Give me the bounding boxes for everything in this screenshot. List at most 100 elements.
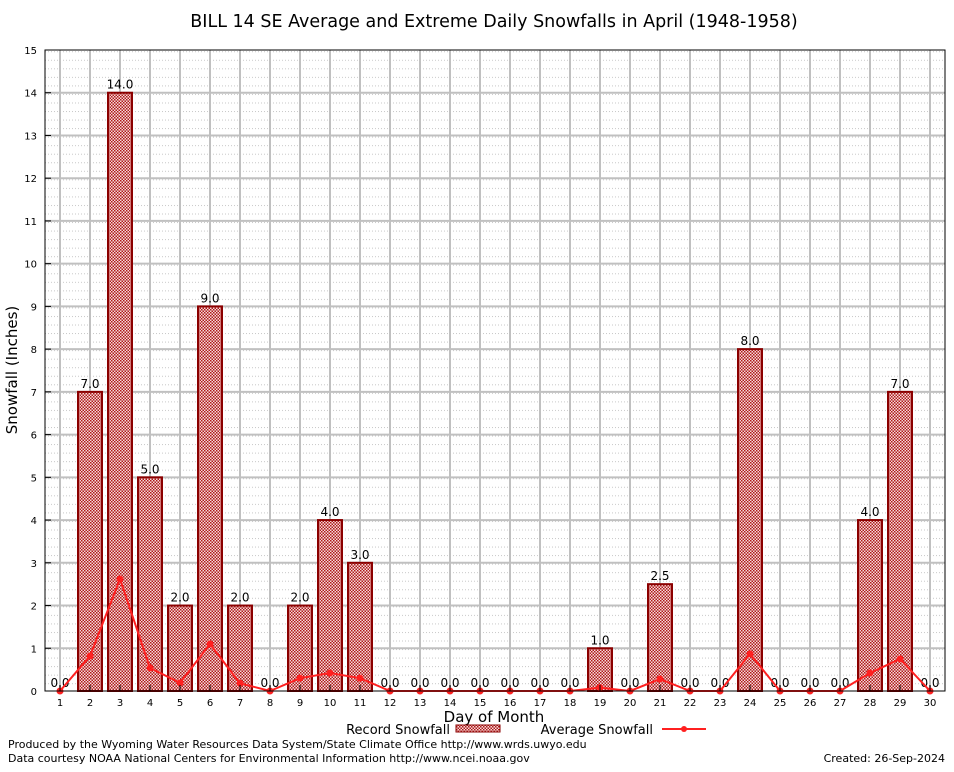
record-bar-label: 1.0 <box>590 633 609 647</box>
record-bar <box>317 519 343 692</box>
y-tick-label: 4 <box>31 516 37 527</box>
x-tick-label: 20 <box>624 698 637 709</box>
legend: Record Snowfall Average Snowfall <box>346 723 706 738</box>
x-tick-label: 6 <box>207 698 213 709</box>
average-point <box>86 652 94 660</box>
x-tick-label: 7 <box>237 698 243 709</box>
chart-title: BILL 14 SE Average and Extreme Daily Sno… <box>190 12 797 32</box>
x-tick-label: 23 <box>714 698 727 709</box>
average-point <box>116 575 124 583</box>
record-bar <box>857 519 883 692</box>
y-tick-label: 10 <box>24 260 37 271</box>
average-point <box>206 640 214 648</box>
y-tick-label: 0 <box>31 687 37 698</box>
average-point <box>326 669 334 677</box>
x-tick-label: 8 <box>267 698 273 709</box>
record-bar-label: 4.0 <box>860 505 879 519</box>
record-bar-label: 0.0 <box>680 676 699 690</box>
record-bar <box>137 476 163 693</box>
record-bar <box>227 604 253 692</box>
record-bar-label: 2.0 <box>230 591 249 605</box>
record-bar-label: 0.0 <box>530 676 549 690</box>
average-point <box>656 675 664 683</box>
record-bar-label: 0.0 <box>260 676 279 690</box>
record-bar-label: 2.5 <box>650 569 669 583</box>
x-tick-label: 21 <box>654 698 667 709</box>
average-point <box>866 669 874 677</box>
record-bar-label: 0.0 <box>410 676 429 690</box>
record-bar-label: 2.0 <box>290 591 309 605</box>
y-tick-label: 12 <box>24 174 37 185</box>
record-bar-label: 9.0 <box>200 291 219 305</box>
record-bar-label: 0.0 <box>800 676 819 690</box>
legend-record-swatch <box>455 724 501 733</box>
record-bar <box>647 583 673 693</box>
record-bar-label: 5.0 <box>140 462 159 476</box>
y-axis-label: Snowfall (Inches) <box>3 306 21 434</box>
record-bar-label: 7.0 <box>80 377 99 391</box>
x-tick-label: 14 <box>444 698 457 709</box>
y-tick-label: 13 <box>24 131 37 142</box>
x-tick-label: 25 <box>774 698 787 709</box>
record-bar-label: 0.0 <box>470 676 489 690</box>
y-tick-label: 3 <box>31 559 37 570</box>
record-bar-label: 0.0 <box>380 676 399 690</box>
x-tick-label: 9 <box>297 698 303 709</box>
y-tick-label: 1 <box>31 644 37 655</box>
x-tick-label: 13 <box>414 698 427 709</box>
record-bar-label: 3.0 <box>350 548 369 562</box>
x-tick-label: 27 <box>834 698 847 709</box>
average-point <box>176 679 184 687</box>
x-tick-label: 10 <box>324 698 337 709</box>
average-point <box>296 674 304 682</box>
x-tick-label: 24 <box>744 698 757 709</box>
record-bar <box>77 390 103 692</box>
x-tick-label: 4 <box>147 698 153 709</box>
legend-average-label: Average Snowfall <box>541 723 653 738</box>
record-bar-label: 0.0 <box>500 676 519 690</box>
x-tick-label: 5 <box>177 698 183 709</box>
x-tick-label: 12 <box>384 698 397 709</box>
x-tick-label: 15 <box>474 698 487 709</box>
x-tick-label: 11 <box>354 698 367 709</box>
footer-produced-by: Produced by the Wyoming Water Resources … <box>8 738 587 751</box>
record-bar-label: 0.0 <box>440 676 459 690</box>
x-tick-label: 3 <box>117 698 123 709</box>
legend-record-label: Record Snowfall <box>346 723 450 738</box>
record-bar-label: 14.0 <box>107 78 134 92</box>
record-bar-label: 0.0 <box>620 676 639 690</box>
record-bar-label: 0.0 <box>830 676 849 690</box>
x-axis-label: Day of Month <box>444 708 545 726</box>
y-tick-label: 15 <box>24 46 37 57</box>
y-tick-label: 7 <box>31 388 37 399</box>
record-bar <box>197 305 223 692</box>
record-bar <box>737 348 763 692</box>
record-bar-label: 4.0 <box>320 505 339 519</box>
x-tick-label: 29 <box>894 698 907 709</box>
footer-courtesy: Data courtesy NOAA National Centers for … <box>8 752 530 765</box>
y-tick-label: 6 <box>31 431 37 442</box>
plot-background <box>45 50 945 691</box>
y-tick-label: 9 <box>31 302 37 313</box>
average-point <box>896 655 904 663</box>
legend-average-marker <box>681 726 687 732</box>
record-bar-label: 2.0 <box>170 591 189 605</box>
record-bar-label: 8.0 <box>740 334 759 348</box>
x-tick-label: 30 <box>924 698 937 709</box>
average-point <box>356 674 364 682</box>
record-bar <box>887 390 913 692</box>
y-tick-label: 2 <box>31 602 37 613</box>
record-bar-label: 7.0 <box>890 377 909 391</box>
record-bar <box>167 604 193 692</box>
average-point <box>746 650 754 658</box>
x-tick-label: 17 <box>534 698 547 709</box>
y-tick-label: 11 <box>24 217 37 228</box>
y-tick-label: 8 <box>31 345 37 356</box>
average-point <box>146 664 154 672</box>
x-tick-label: 26 <box>804 698 817 709</box>
x-tick-label: 16 <box>504 698 517 709</box>
x-tick-label: 19 <box>594 698 607 709</box>
y-tick-label: 5 <box>31 473 37 484</box>
x-tick-label: 18 <box>564 698 577 709</box>
